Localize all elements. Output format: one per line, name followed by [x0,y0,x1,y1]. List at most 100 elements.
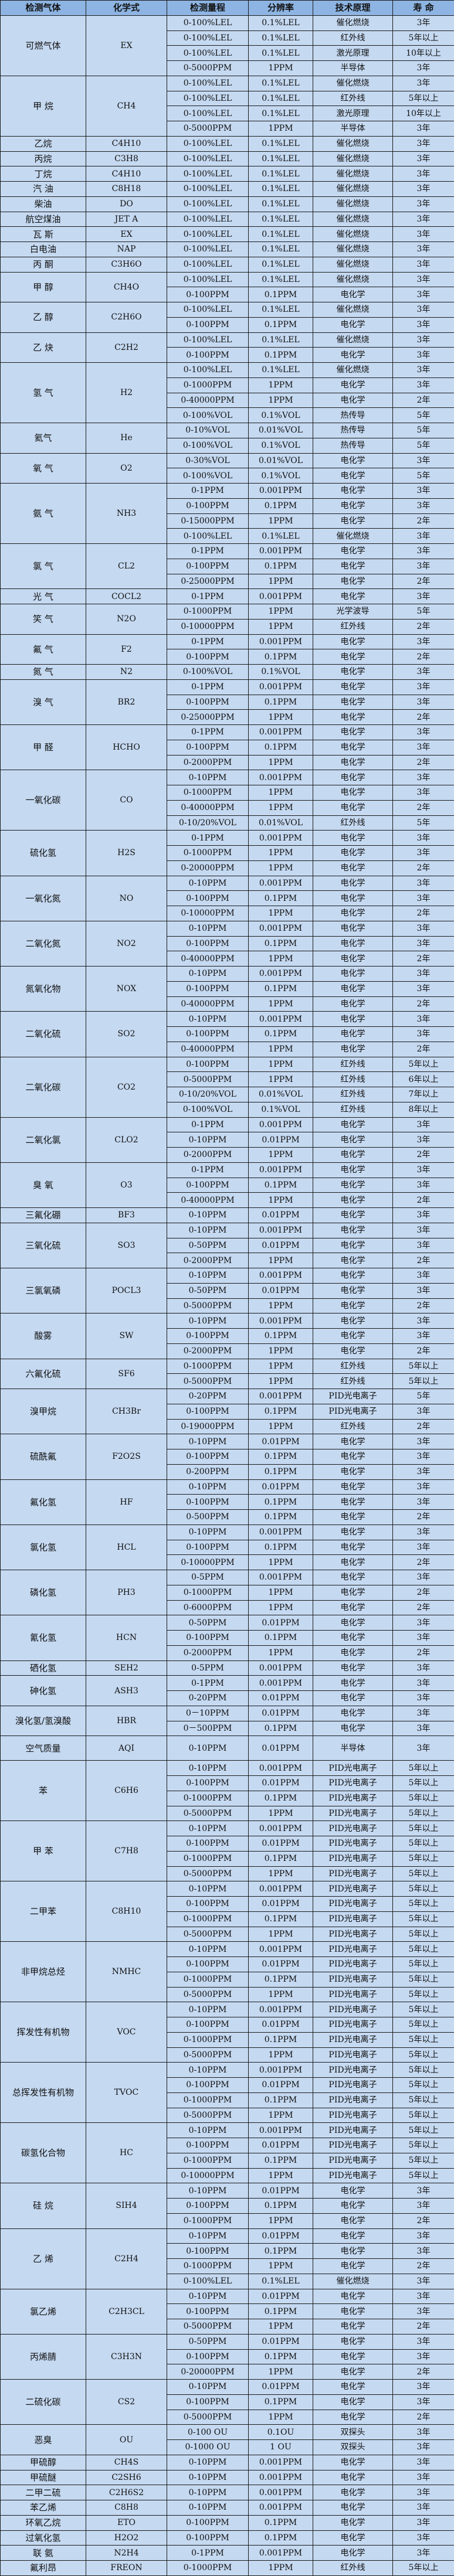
technology-cell: PID光电离子 [313,1761,393,1776]
resolution-cell: 1PPM [249,710,313,725]
technology-cell: 电化学 [313,1660,393,1676]
formula-cell: C2H3CL [86,2289,167,2334]
gas-name-cell: 氨 气 [1,484,86,544]
resolution-cell: 1PPM [249,2319,313,2335]
technology-cell: 电化学 [313,393,393,408]
technology-cell: 电化学 [313,1253,393,1268]
technology-cell: PID光电离子 [313,1866,393,1881]
range-cell: 0-1000PPM [167,1851,249,1866]
lifetime-cell: 3年 [393,846,454,861]
formula-cell: HCN [86,1615,167,1660]
range-cell: 0-1000PPM [167,2213,249,2228]
range-cell: 0-100PPM [167,1540,249,1555]
gas-name-cell: 白电油 [1,242,86,257]
lifetime-cell: 3年 [393,695,454,710]
lifetime-cell: 3年 [393,2425,454,2440]
range-cell: 0-10PPM [167,2470,249,2485]
technology-cell: 电化学 [313,1343,393,1359]
technology-cell: 催化燃烧 [313,166,393,182]
technology-cell: 电化学 [313,846,393,861]
lifetime-cell: 2年 [393,2319,454,2335]
gas-name-cell: 碳氢化合物 [1,2123,86,2183]
formula-cell: C8H18 [86,182,167,197]
lifetime-cell: 3年 [393,61,454,76]
range-cell: 0-1000PPM [167,1791,249,1806]
lifetime-cell: 2年 [393,513,454,529]
formula-cell: JET A [86,212,167,227]
resolution-cell: 1PPM [249,1253,313,1268]
technology-cell: 催化燃烧 [313,529,393,544]
lifetime-cell: 3年 [393,2546,454,2561]
range-cell: 0-30%VOL [167,453,249,468]
gas-name-cell: 柴油 [1,196,86,212]
resolution-cell: 0.001PPM [249,1524,313,1540]
range-cell: 0-500PPM [167,1510,249,1525]
range-cell: 0-10PPM [167,1208,249,1223]
resolution-cell: 1PPM [249,574,313,589]
range-cell: 0-5000PPM [167,1927,249,1942]
formula-cell: F2 [86,634,167,665]
range-cell: 0-100%LEL [167,30,249,46]
gas-name-cell: 氢 气 [1,363,86,423]
range-cell: 0-100 OU [167,2425,249,2440]
resolution-cell: 0.1%LEL [249,363,313,378]
resolution-cell: 0.01PPM [249,1434,313,1449]
resolution-cell: 0.1PPM [249,2304,313,2319]
range-cell: 0-10PPM [167,876,249,891]
lifetime-cell: 2年 [393,800,454,815]
formula-cell: SF6 [86,1359,167,1389]
technology-cell: PID光电离子 [313,1389,393,1404]
resolution-cell: 0.01PPM [249,1691,313,1706]
resolution-cell: 0.001PPM [249,2002,313,2017]
resolution-cell: 0.1%LEL [249,166,313,182]
range-cell: 0-1PPM [167,679,249,695]
technology-cell: 电化学 [313,921,393,936]
range-cell: 0-100%LEL [167,2274,249,2289]
resolution-cell: 0.1%LEL [249,242,313,257]
technology-cell: 红外线 [313,1057,393,1072]
resolution-cell: 0.01%VOL [249,423,313,438]
range-cell: 0-1000PPM [167,2032,249,2047]
lifetime-cell: 2年 [393,1585,454,1600]
lifetime-cell: 2年 [393,860,454,876]
technology-cell: 红外线 [313,30,393,46]
technology-cell: 电化学 [313,800,393,815]
resolution-cell: 1PPM [249,800,313,815]
resolution-cell: 1PPM [249,604,313,620]
technology-cell: 电化学 [313,1540,393,1555]
resolution-cell: 0.001PPM [249,1761,313,1776]
gas-name-cell: 三氧化硫 [1,1223,86,1268]
resolution-cell: 0.1PPM [249,348,313,363]
technology-cell: 电化学 [313,513,393,529]
resolution-cell: 0.001PPM [249,1660,313,1676]
resolution-cell: 1PPM [249,2047,313,2063]
lifetime-cell: 8年以上 [393,1102,454,1117]
lifetime-cell: 2年 [393,1253,454,1268]
lifetime-cell: 3年 [393,589,454,604]
gas-name-cell: 空气质量 [1,1736,86,1761]
technology-cell: 电化学 [313,679,393,695]
resolution-cell: 0.001PPM [249,967,313,982]
technology-cell: 电化学 [313,1238,393,1253]
technology-cell: 红外线 [313,815,393,831]
resolution-cell: 0.001PPM [249,921,313,936]
lifetime-cell: 3年 [393,377,454,393]
header-gas: 检测气体 [1,1,86,16]
lifetime-cell: 5年以上 [393,2153,454,2168]
technology-cell: 催化燃烧 [313,151,393,166]
lifetime-cell: 3年 [393,348,454,363]
technology-cell: PID光电离子 [313,1942,393,1957]
lifetime-cell: 2年 [393,996,454,1012]
range-cell: 0-100PPM [167,2078,249,2093]
range-cell: 0-40000PPM [167,1193,249,1208]
lifetime-cell: 3年 [393,2183,454,2199]
lifetime-cell: 2年 [393,1298,454,1313]
formula-cell: POCL3 [86,1268,167,1313]
gas-name-cell: 氟化氢 [1,1479,86,1524]
gas-name-cell: 恶臭 [1,2425,86,2455]
